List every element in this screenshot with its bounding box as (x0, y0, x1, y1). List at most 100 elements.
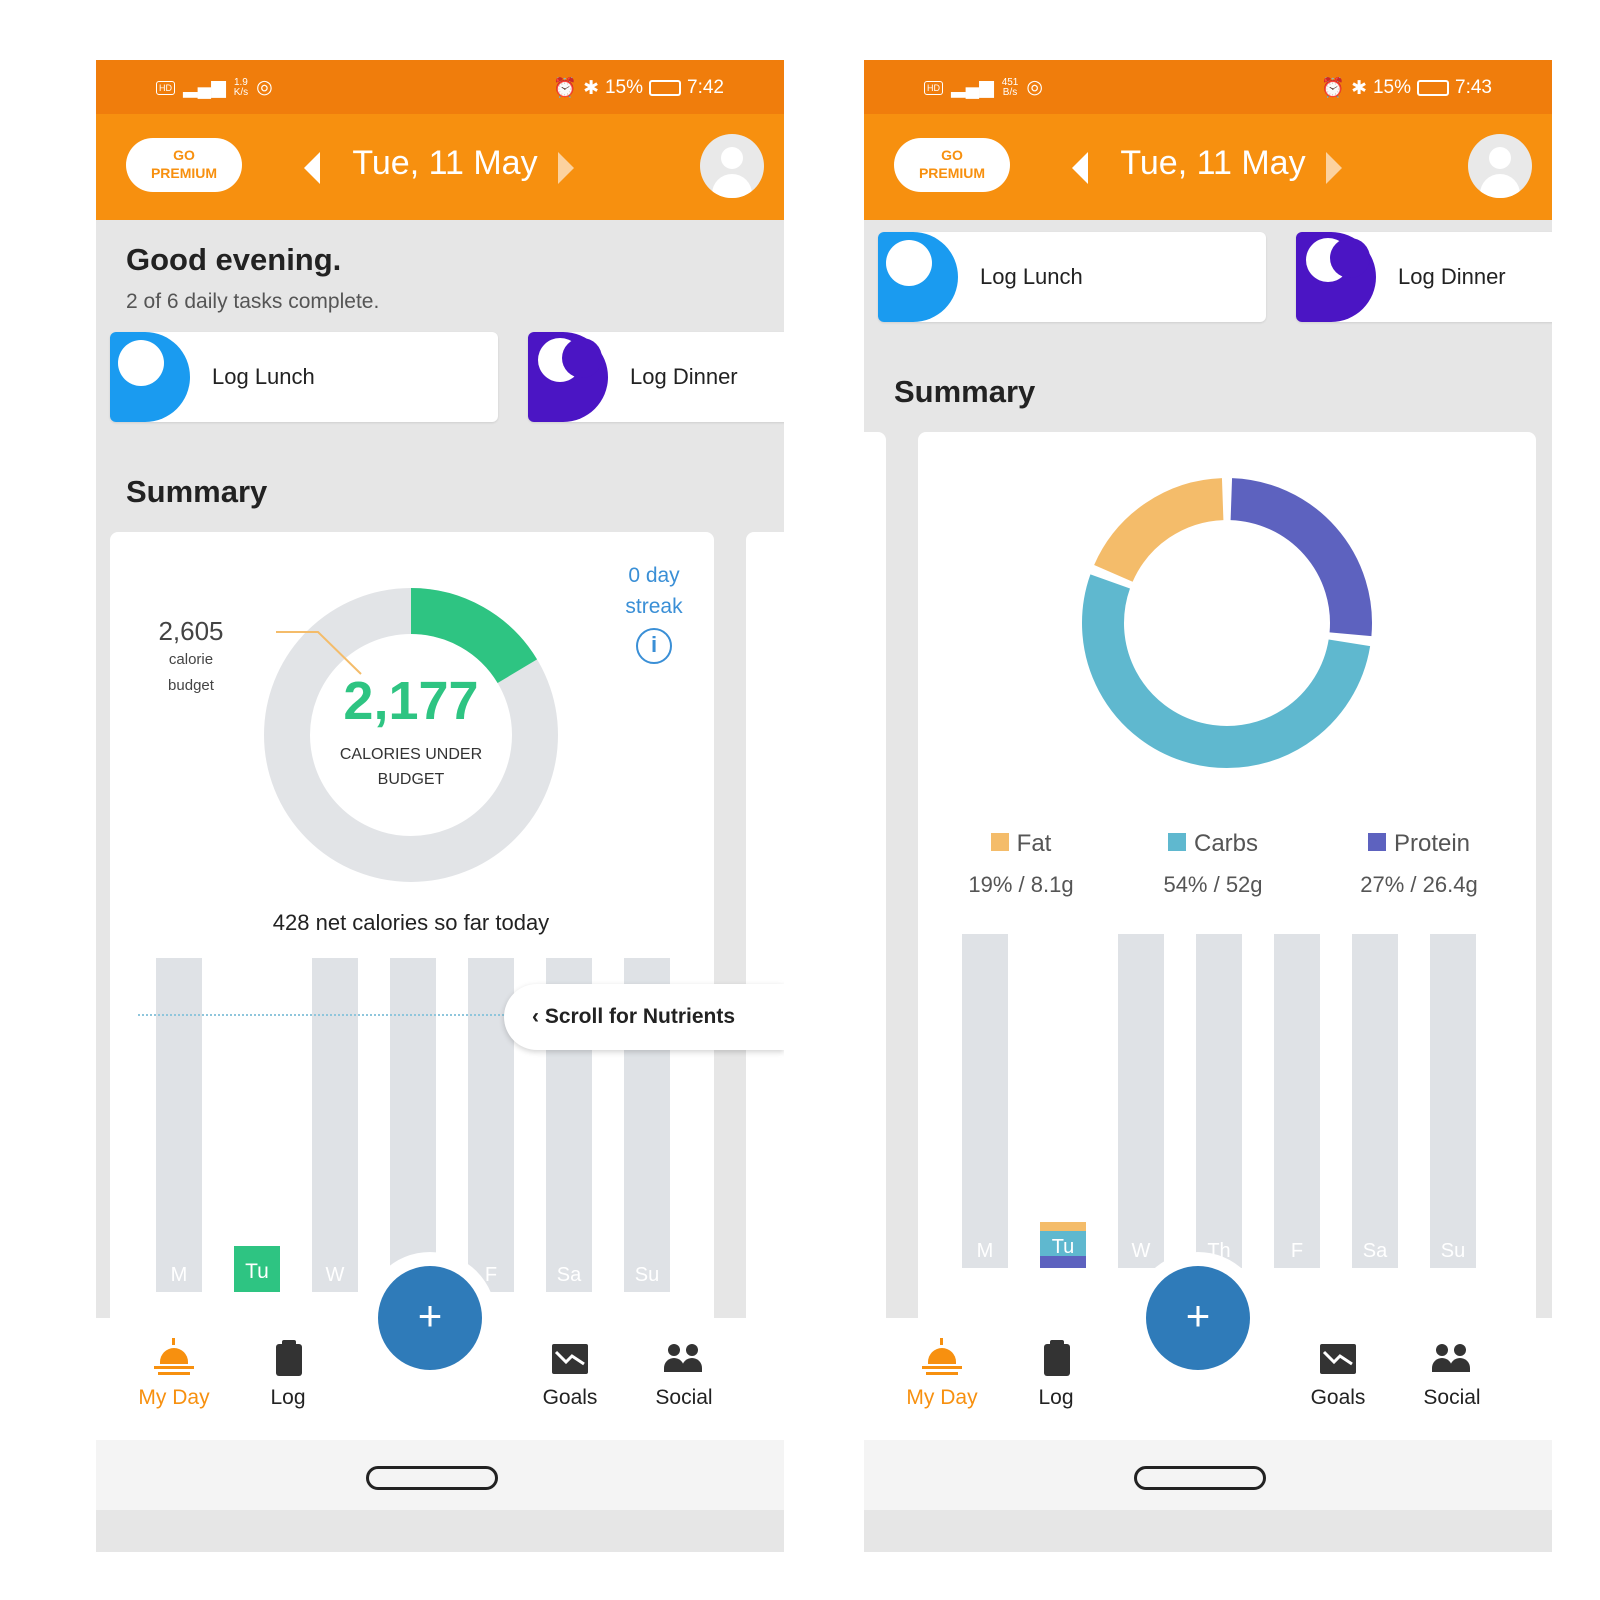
scroll-for-nutrients-hint[interactable]: ‹ Scroll for Nutrients (504, 984, 784, 1050)
battery-icon (1417, 80, 1450, 96)
whatsapp-icon: ◎ (256, 77, 273, 98)
day-bar-tu-active[interactable]: Tu (234, 1246, 280, 1292)
premium-line1: GO (941, 147, 963, 163)
log-lunch-label: Log Lunch (212, 364, 315, 389)
day-bar-m[interactable] (962, 934, 1008, 1268)
budget-caption-1: calorie (168, 651, 214, 668)
network-speed: 451 B/s (1001, 76, 1019, 98)
day-bar-tu-active[interactable]: Tu (1040, 1222, 1086, 1268)
tasks-progress-text: 2 of 6 daily tasks complete. (126, 290, 380, 313)
stack-protein (1040, 1255, 1086, 1268)
previous-day-icon[interactable] (304, 152, 320, 184)
day-label-sa: Sa (556, 1264, 582, 1286)
nav-my-day[interactable]: My Day (892, 1338, 992, 1410)
goals-chart-icon (1318, 1338, 1358, 1378)
add-button[interactable]: + (1146, 1266, 1250, 1370)
day-bar-su[interactable] (1430, 934, 1476, 1268)
log-lunch-card[interactable]: Log Lunch (878, 232, 1266, 322)
day-label-th: Th (1207, 1240, 1231, 1262)
moon-icon (538, 338, 602, 382)
macro-donut-segments (1082, 478, 1372, 768)
day-bar-w[interactable] (312, 958, 358, 1292)
nav-my-day[interactable]: My Day (124, 1338, 224, 1410)
day-label-tu: Tu (1051, 1236, 1075, 1258)
nav-goals[interactable]: Goals (520, 1338, 620, 1410)
log-lunch-card[interactable]: Log Lunch (110, 332, 498, 422)
day-label-w: W (1131, 1240, 1151, 1262)
caption-line1: CALORIES UNDER (339, 746, 483, 763)
day-streak[interactable]: 0 day streak i (612, 560, 696, 664)
sun-icon (886, 240, 932, 286)
day-bar-th[interactable] (1196, 934, 1242, 1268)
premium-line2: PREMIUM (150, 165, 218, 181)
net-calories-text: 428 net calories so far today (272, 910, 550, 935)
log-dinner-card[interactable]: Log Dinner (1296, 232, 1552, 322)
stack-fat (1040, 1222, 1086, 1231)
nav-goals-label: Goals (542, 1386, 598, 1409)
network-speed: 1.9 K/s (233, 76, 248, 98)
add-button[interactable]: + (378, 1266, 482, 1370)
day-label-su: Su (1440, 1240, 1466, 1262)
carbs-label: Carbs (1193, 830, 1259, 857)
nav-social[interactable]: Social (1402, 1338, 1502, 1410)
profile-avatar[interactable] (1468, 134, 1532, 198)
home-indicator[interactable] (366, 1466, 498, 1490)
ring-consumed-arc (410, 588, 538, 684)
battery-icon (649, 80, 682, 96)
bluetooth-icon: ✱ (1351, 77, 1367, 99)
clipboard-icon (268, 1338, 308, 1378)
nav-social-label: Social (655, 1386, 713, 1409)
calorie-budget: 2,605 calorie budget (136, 616, 246, 699)
next-day-icon[interactable] (1326, 152, 1342, 184)
nav-log-label: Log (270, 1386, 306, 1409)
nav-log[interactable]: Log (238, 1338, 338, 1410)
log-dinner-card[interactable]: Log Dinner (528, 332, 784, 422)
whatsapp-icon: ◎ (1026, 77, 1043, 98)
dinner-badge (528, 332, 608, 422)
legend-fat: Fat 19% / 8.1g (946, 830, 1096, 898)
signal-icon: ▂▄▆ (951, 77, 994, 98)
go-premium-button[interactable]: GO PREMIUM (126, 138, 242, 192)
phone-screen-right: HD ▂▄▆ 451 B/s ◎ ⏰ ✱ 15% 7:43 GO PREMIUM T… (864, 60, 1552, 1552)
nav-my-day-label: My Day (906, 1386, 978, 1409)
fat-value: 19% / 8.1g (968, 872, 1074, 897)
day-label-f: F (484, 1264, 498, 1286)
caption-line2: BUDGET (377, 771, 445, 788)
day-label-w: W (325, 1264, 345, 1286)
next-day-icon[interactable] (558, 152, 574, 184)
profile-avatar[interactable] (700, 134, 764, 198)
carbs-swatch (1167, 833, 1186, 851)
status-bar: HD ▂▄▆ 451 B/s ◎ ⏰ ✱ 15% 7:43 (864, 60, 1552, 114)
trend-icon (1322, 1350, 1353, 1366)
summary-heading: Summary (126, 474, 268, 509)
day-label-f: F (1290, 1240, 1304, 1262)
go-premium-button[interactable]: GO PREMIUM (894, 138, 1010, 192)
day-bar-w[interactable] (1118, 934, 1164, 1268)
previous-day-icon[interactable] (1072, 152, 1088, 184)
current-date[interactable]: Tue, 11 May (352, 144, 538, 182)
speed-value: 1.9 (233, 76, 248, 88)
summary-heading: Summary (894, 374, 1036, 409)
sun-icon (118, 340, 164, 386)
nav-log-label: Log (1038, 1386, 1074, 1409)
streak-line1: 0 day (628, 564, 680, 587)
nav-goals[interactable]: Goals (1288, 1338, 1388, 1410)
nav-log[interactable]: Log (1006, 1338, 1106, 1410)
day-bar-sa[interactable] (1352, 934, 1398, 1268)
nav-social[interactable]: Social (634, 1338, 734, 1410)
day-bar-th[interactable] (390, 958, 436, 1292)
protein-label: Protein (1393, 830, 1471, 857)
calories-under-value: 2,177 (343, 671, 479, 731)
speed-value: 451 (1001, 76, 1019, 88)
current-date[interactable]: Tue, 11 May (1120, 144, 1306, 182)
premium-line1: GO (173, 147, 195, 163)
macro-donut (1082, 478, 1372, 768)
day-bar-m[interactable] (156, 958, 202, 1292)
home-indicator[interactable] (1134, 1466, 1266, 1490)
info-icon[interactable]: i (636, 628, 672, 664)
day-bar-f[interactable] (1274, 934, 1320, 1268)
budget-line (138, 1014, 508, 1016)
phone-screen-left: HD ▂▄▆ 1.9 K/s ◎ ⏰ ✱ 15% 7:42 GO PREMIUM T… (96, 60, 784, 1552)
sun-icon (922, 1338, 962, 1378)
greeting-heading: Good evening. (126, 242, 342, 277)
